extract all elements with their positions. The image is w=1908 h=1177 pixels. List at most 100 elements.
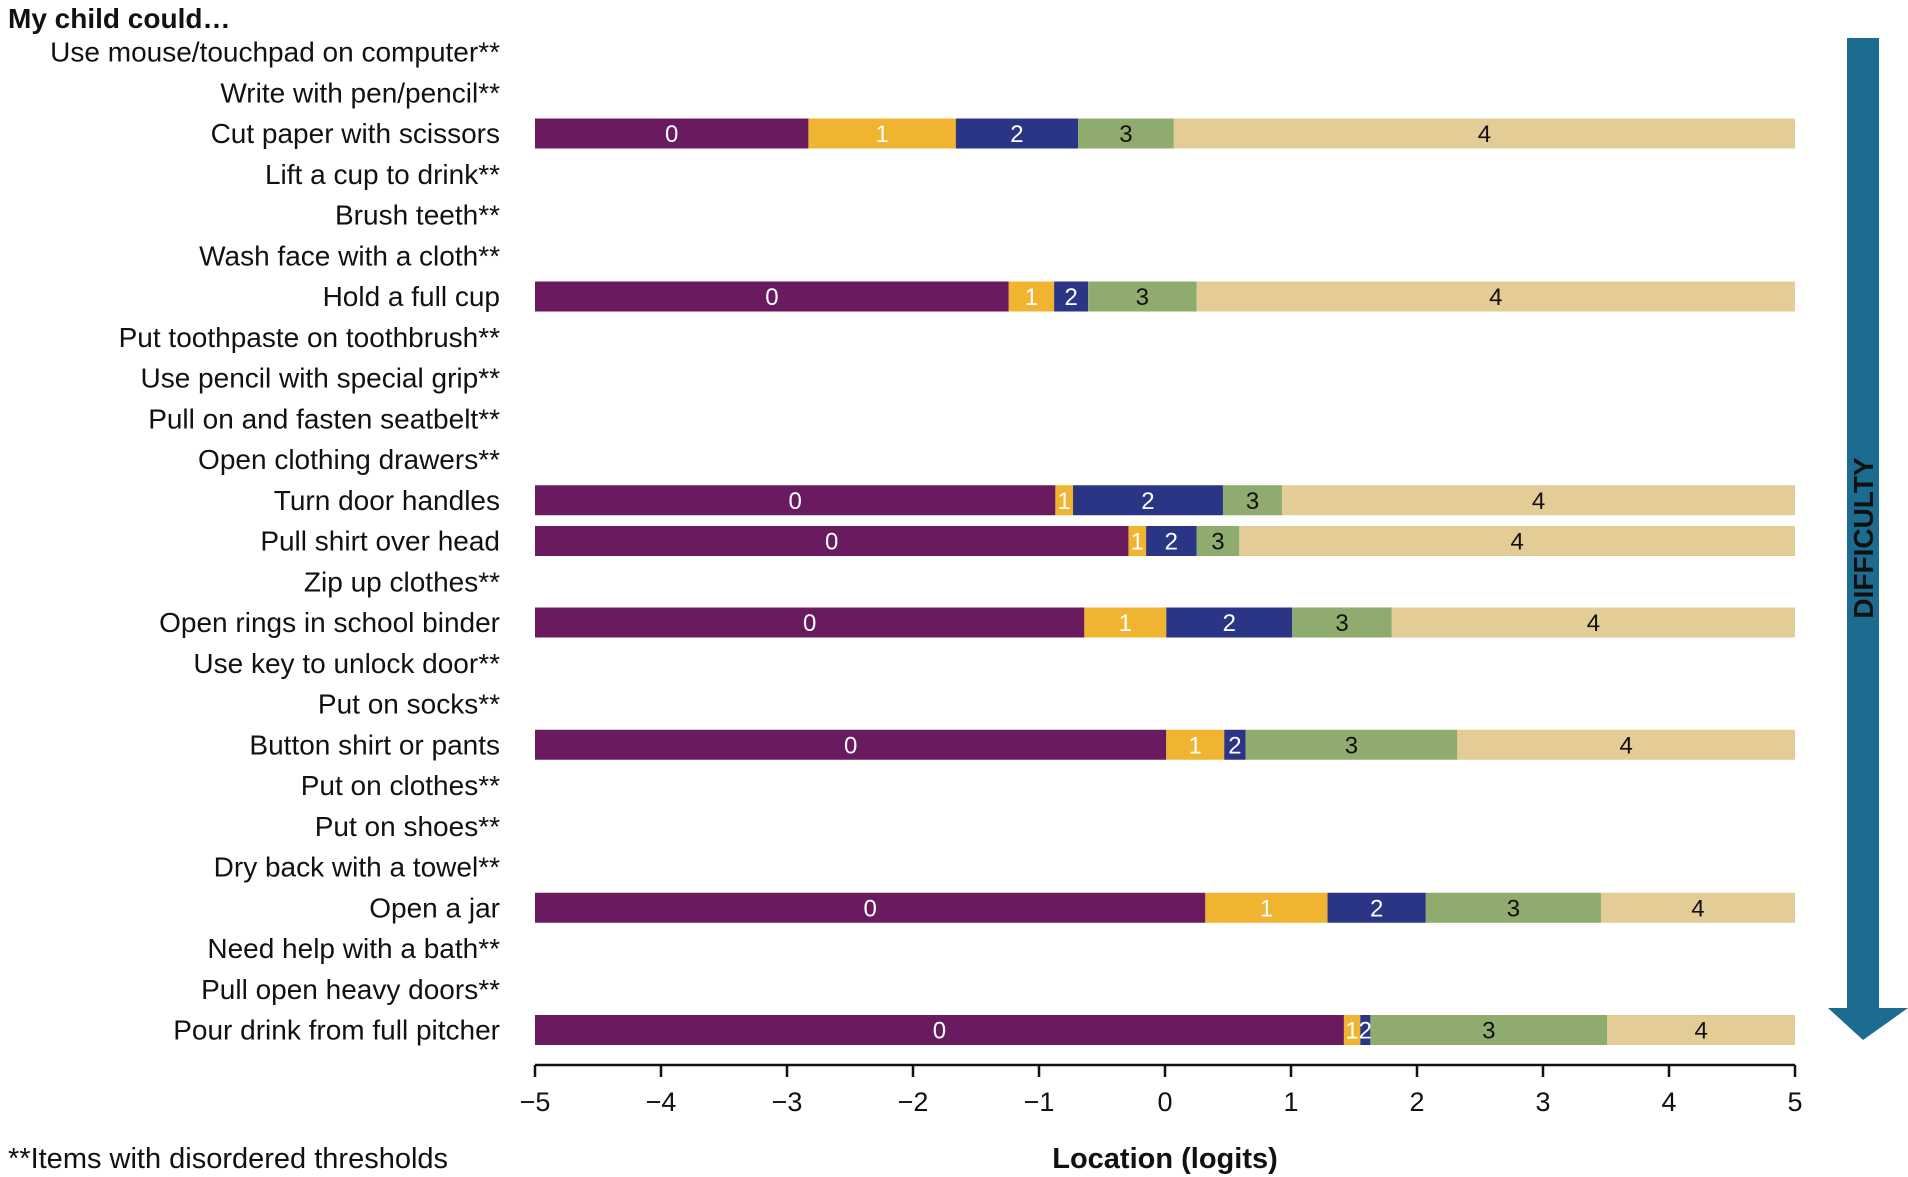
chart-title: My child could… xyxy=(8,3,230,34)
item-label: Zip up clothes** xyxy=(304,566,500,597)
x-tick-label: −5 xyxy=(520,1087,551,1117)
bar-segment-label-2: 2 xyxy=(1064,284,1077,311)
bar-segment-2 xyxy=(1327,892,1426,923)
bar-segment-label-3: 3 xyxy=(1246,488,1259,515)
item-label: Pull on and fasten seatbelt** xyxy=(148,403,500,434)
bar-segment-label-1: 1 xyxy=(1189,732,1202,759)
bar-segment-0 xyxy=(535,1015,1344,1045)
bar-segment-label-1: 1 xyxy=(1058,488,1071,515)
x-tick-label: −3 xyxy=(772,1087,803,1117)
bar-segment-label-4: 4 xyxy=(1489,284,1502,311)
bar-segment-label-4: 4 xyxy=(1532,488,1545,515)
x-tick-label: −4 xyxy=(646,1087,677,1117)
bar-segment-label-4: 4 xyxy=(1510,529,1523,556)
bar-segment-label-4: 4 xyxy=(1691,895,1704,922)
bar-segment-label-0: 0 xyxy=(803,610,816,637)
bar-segment-label-0: 0 xyxy=(665,121,678,148)
x-tick-label: 3 xyxy=(1535,1087,1550,1117)
item-label: Put on shoes** xyxy=(315,811,500,842)
footnote: **Items with disordered thresholds xyxy=(8,1143,448,1175)
bar-segment-2 xyxy=(1360,1015,1371,1045)
bar-segment-4 xyxy=(1239,526,1795,556)
bar-segment-2 xyxy=(955,118,1079,149)
bar-segment-4 xyxy=(1391,607,1795,638)
item-label: Need help with a bath** xyxy=(207,933,500,964)
item-label: Put on socks** xyxy=(318,689,500,720)
x-tick-label: −1 xyxy=(1024,1087,1055,1117)
bar-segment-3 xyxy=(1425,892,1601,923)
x-tick-label: 0 xyxy=(1157,1087,1172,1117)
bar-segment-label-1: 1 xyxy=(1131,529,1144,556)
item-label: Pour drink from full pitcher xyxy=(173,1015,500,1046)
bar-segment-2 xyxy=(1224,729,1246,760)
item-label: Turn door handles xyxy=(274,485,500,516)
item-label: Pull open heavy doors** xyxy=(201,974,500,1005)
x-axis: −5 −4 −3 −2 −1 0 1 2 3 4 5 xyxy=(520,1063,1803,1117)
item-label: Open rings in school binder xyxy=(159,607,500,638)
bar-segment-label-1: 1 xyxy=(875,121,888,148)
bar-segment-label-3: 3 xyxy=(1136,284,1149,311)
bar-segment-label-3: 3 xyxy=(1335,610,1348,637)
x-tick-label: 4 xyxy=(1661,1087,1676,1117)
bar-segment-label-0: 0 xyxy=(863,895,876,922)
bar-segment-4 xyxy=(1600,892,1795,923)
bar-segment-0 xyxy=(535,607,1085,638)
bar-segment-3 xyxy=(1370,1015,1608,1045)
item-label: Brush teeth** xyxy=(335,200,500,231)
bar-segment-3 xyxy=(1292,607,1392,638)
bar-segment-1 xyxy=(1008,281,1055,312)
item-label: Lift a cup to drink** xyxy=(265,159,500,190)
bar-segment-1 xyxy=(1128,526,1147,556)
item-label: Put on clothes** xyxy=(301,770,500,801)
bar-segment-3 xyxy=(1078,118,1174,149)
bar-segment-3 xyxy=(1245,729,1458,760)
bar-segment-label-1: 1 xyxy=(1260,895,1273,922)
bar-segment-1 xyxy=(1055,485,1074,516)
bar-segment-label-1: 1 xyxy=(1025,284,1038,311)
bar-segment-1 xyxy=(1205,892,1328,923)
bar-segment-0 xyxy=(535,526,1129,556)
item-label: Open a jar xyxy=(369,892,500,923)
bar-segment-1 xyxy=(1166,729,1225,760)
bar-segment-label-2: 2 xyxy=(1223,610,1236,637)
bar-segment-label-2: 2 xyxy=(1228,732,1241,759)
bar-segment-4 xyxy=(1196,281,1795,312)
item-label: Open clothing drawers** xyxy=(198,444,500,475)
bar-segment-label-4: 4 xyxy=(1619,732,1632,759)
x-tick-label: 5 xyxy=(1787,1087,1802,1117)
bar-segment-label-3: 3 xyxy=(1211,529,1224,556)
bar-segment-1 xyxy=(1343,1015,1361,1045)
bar-segment-label-2: 2 xyxy=(1370,895,1383,922)
bar-segment-label-2: 2 xyxy=(1165,529,1178,556)
item-label: Dry back with a towel** xyxy=(214,852,500,883)
bar-segment-4 xyxy=(1457,729,1795,760)
bar-segment-3 xyxy=(1196,526,1240,556)
bar-segment-3 xyxy=(1088,281,1197,312)
bar-segment-label-3: 3 xyxy=(1482,1018,1495,1045)
item-label: Wash face with a cloth** xyxy=(199,240,500,271)
bar-segment-1 xyxy=(1084,607,1167,638)
bar-segment-label-0: 0 xyxy=(825,529,838,556)
bar-segment-label-0: 0 xyxy=(789,488,802,515)
bar-segment-0 xyxy=(535,281,1009,312)
bars-group: 0 1 2 3 40 1 2 3 40 1 2 3 40 1 2 3 40 1 2 3 40 1 2 3 40 1 2 3 40 1 2 3 4 xyxy=(535,118,1795,1045)
x-tick-label: −2 xyxy=(898,1087,929,1117)
bar-segment-label-2: 2 xyxy=(1141,488,1154,515)
bar-segment-1 xyxy=(808,118,956,149)
difficulty-arrow-shape xyxy=(1828,38,1908,1040)
bar-segment-label-3: 3 xyxy=(1345,732,1358,759)
bar-segment-0 xyxy=(535,729,1167,760)
bar-segment-2 xyxy=(1146,526,1197,556)
bar-segment-label-3: 3 xyxy=(1507,895,1520,922)
bar-segment-label-2: 2 xyxy=(1010,121,1023,148)
bar-segment-3 xyxy=(1222,485,1283,516)
item-label: Put toothpaste on toothbrush** xyxy=(119,322,500,353)
bar-segment-2 xyxy=(1073,485,1223,516)
bar-segment-4 xyxy=(1607,1015,1795,1045)
bar-segment-label-0: 0 xyxy=(933,1018,946,1045)
difficulty-label: DIFFICULTY xyxy=(1848,457,1879,619)
item-label: Write with pen/pencil** xyxy=(220,77,500,108)
x-tick-label: 1 xyxy=(1283,1087,1298,1117)
bar-segment-label-1: 1 xyxy=(1345,1018,1358,1045)
